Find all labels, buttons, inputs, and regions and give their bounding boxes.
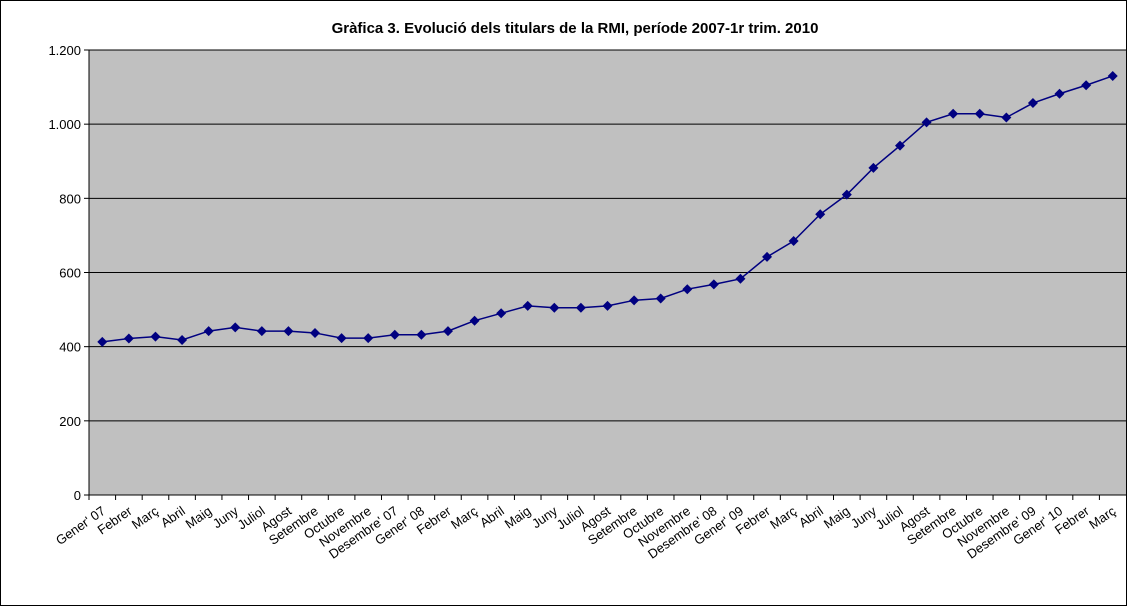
marker — [921, 117, 932, 128]
marker — [496, 308, 507, 319]
marker — [629, 295, 640, 306]
chart-title: Gràfica 3. Evolució dels titulars de la … — [332, 20, 819, 37]
marker — [203, 326, 214, 337]
marker — [310, 327, 321, 338]
y-tick-label: 200 — [59, 414, 81, 429]
y-tick-label: 1.200 — [48, 43, 81, 58]
marker — [682, 284, 693, 295]
y-tick-label: 800 — [59, 191, 81, 206]
y-tick-label: 1.000 — [48, 117, 81, 132]
marker — [708, 279, 719, 290]
marker — [841, 189, 852, 200]
marker — [442, 326, 453, 337]
marker — [363, 333, 374, 344]
marker — [788, 235, 799, 246]
marker — [1107, 70, 1118, 81]
marker — [150, 331, 161, 342]
marker — [177, 334, 188, 345]
marker — [549, 302, 560, 313]
marker — [522, 300, 533, 311]
marker — [283, 326, 294, 337]
marker — [123, 333, 134, 344]
marker — [1001, 112, 1012, 123]
y-tick-label: 600 — [59, 266, 81, 281]
marker — [762, 251, 773, 262]
marker — [868, 162, 879, 173]
marker — [1081, 80, 1092, 91]
marker — [416, 329, 427, 340]
marker — [948, 108, 959, 119]
y-tick-label: 0 — [74, 488, 81, 503]
y-tick-label: 400 — [59, 340, 81, 355]
marker — [1027, 98, 1038, 109]
marker — [97, 336, 108, 347]
marker — [815, 209, 826, 220]
marker — [389, 329, 400, 340]
marker — [735, 273, 746, 284]
marker — [655, 293, 666, 304]
marker — [469, 315, 480, 326]
marker — [256, 326, 267, 337]
marker — [230, 322, 241, 333]
marker — [575, 302, 586, 313]
marker — [1054, 88, 1065, 99]
marker — [602, 300, 613, 311]
marker — [894, 140, 905, 151]
marker — [974, 108, 985, 119]
marker — [336, 333, 347, 344]
